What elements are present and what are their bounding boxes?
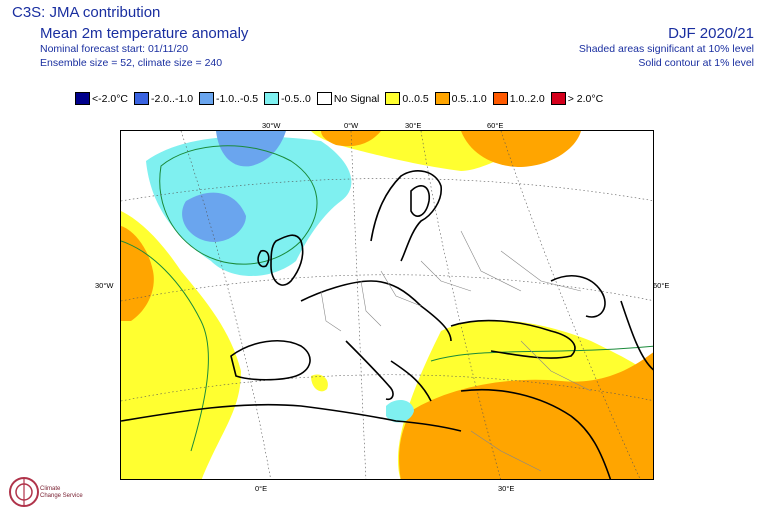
legend-label: -0.5..0 xyxy=(281,92,311,105)
legend-item: 0.5..1.0 xyxy=(434,92,487,105)
copernicus-logo xyxy=(9,477,39,507)
orange-anomaly-west xyxy=(121,226,154,321)
significance-contour xyxy=(430,345,653,362)
coastlines xyxy=(121,170,653,479)
ensemble-size: Ensemble size = 52, climate size = 240 xyxy=(40,57,223,69)
legend-label: > 2.0°C xyxy=(567,92,604,105)
legend-item: <-2.0°C xyxy=(75,92,128,105)
cyan-anomaly-crete xyxy=(386,399,414,423)
lon-label-top: 60°E xyxy=(487,121,504,130)
legend-label: 0.5..1.0 xyxy=(451,92,487,105)
blue-anomaly-atlantic xyxy=(182,192,246,242)
orange-anomaly-southeast xyxy=(399,352,653,479)
legend-item: 0..0.5 xyxy=(385,92,429,105)
legend-item: -2.0..-1.0 xyxy=(134,92,193,105)
legend-swatch xyxy=(550,92,566,105)
legend-swatch xyxy=(75,92,90,105)
legend-label: 1.0..2.0 xyxy=(509,92,545,105)
anomaly-map xyxy=(120,130,654,480)
orange-anomaly-north xyxy=(321,131,381,147)
legend-label: <-2.0°C xyxy=(92,92,129,105)
logo-line: Climate xyxy=(40,486,61,492)
shading-note: Shaded areas significant at 10% level xyxy=(578,43,754,55)
forecast-period: DJF 2020/21 xyxy=(668,25,754,42)
legend-item: No Signal xyxy=(316,92,380,105)
legend-label: No Signal xyxy=(333,92,380,105)
legend-swatch xyxy=(134,92,150,105)
lon-label-right: 60°E xyxy=(653,281,670,290)
lon-label-top: 30°W xyxy=(262,121,281,130)
page-title: C3S: JMA contribution xyxy=(12,4,161,21)
yellow-anomaly-italy xyxy=(311,374,328,392)
map-canvas xyxy=(121,131,653,479)
legend-item: -0.5..0 xyxy=(264,92,311,105)
country-borders xyxy=(320,230,592,472)
color-legend: <-2.0°C -2.0..-1.0 -1.0..-0.5 -0.5..0 No… xyxy=(75,92,609,105)
forecast-start: Nominal forecast start: 01/11/20 xyxy=(40,43,189,55)
legend-item: > 2.0°C xyxy=(550,92,604,105)
lon-label-bottom: 0°E xyxy=(255,484,268,493)
logo-line: Change Service xyxy=(40,493,83,499)
legend-item: 1.0..2.0 xyxy=(492,92,545,105)
legend-swatch xyxy=(199,92,215,105)
orange-anomaly-northeast xyxy=(461,131,581,167)
legend-swatch xyxy=(264,92,280,105)
lon-label-bottom: 30°E xyxy=(498,484,515,493)
logo-text: Climate Change Service xyxy=(40,486,83,500)
legend-swatch xyxy=(385,92,401,105)
cyan-anomaly-atlantic xyxy=(146,136,352,276)
lon-label-left: 30°W xyxy=(95,281,114,290)
legend-label: -2.0..-1.0 xyxy=(151,92,194,105)
lon-label-top: 30°E xyxy=(405,121,422,130)
map-subtitle: Mean 2m temperature anomaly xyxy=(40,25,249,42)
contour-note: Solid contour at 1% level xyxy=(638,57,754,69)
significance-contour xyxy=(121,240,209,452)
lon-label-top: 0°W xyxy=(344,121,359,130)
blue-anomaly-north xyxy=(216,131,286,167)
graticule xyxy=(121,131,653,479)
legend-swatch xyxy=(434,92,450,105)
legend-label: -1.0..-0.5 xyxy=(216,92,259,105)
legend-swatch xyxy=(492,92,508,105)
legend-item: -1.0..-0.5 xyxy=(199,92,258,105)
legend-label: 0..0.5 xyxy=(402,92,429,105)
legend-swatch xyxy=(316,92,332,105)
